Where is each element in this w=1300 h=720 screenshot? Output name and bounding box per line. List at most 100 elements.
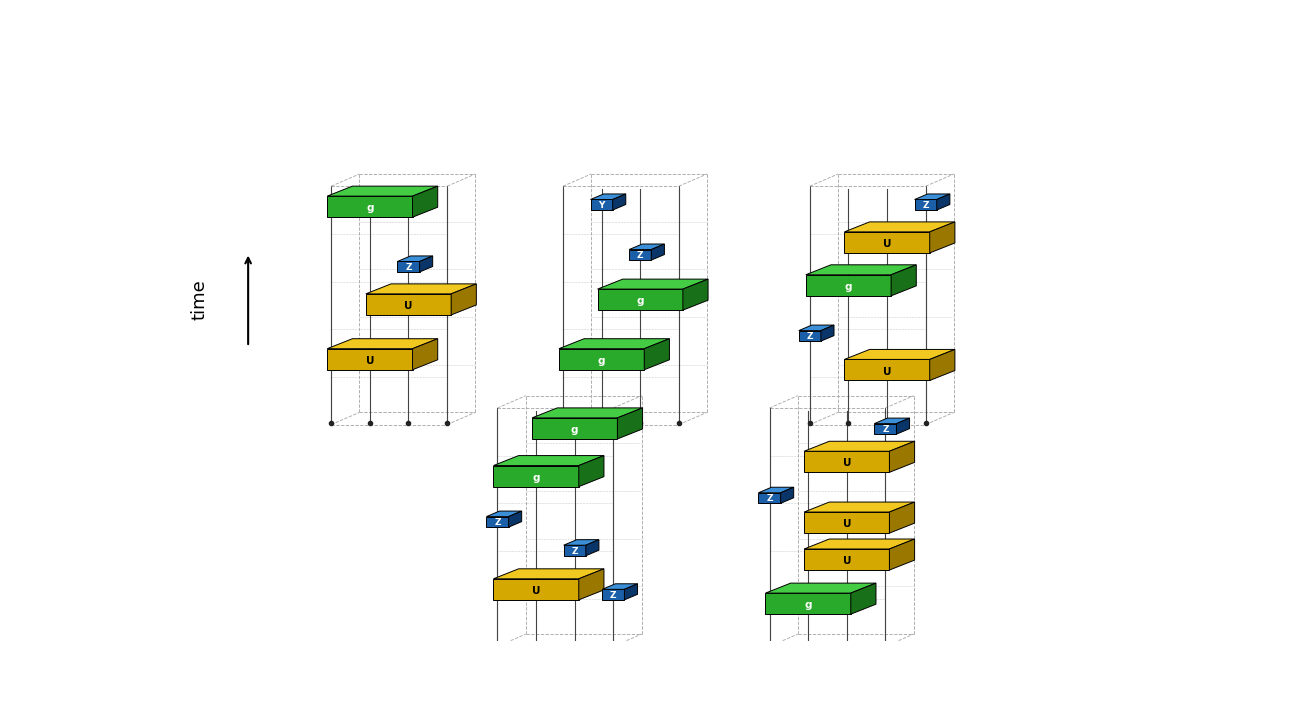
Polygon shape [805, 549, 889, 570]
Polygon shape [806, 275, 891, 296]
Polygon shape [590, 194, 625, 199]
Polygon shape [559, 338, 670, 348]
Polygon shape [645, 338, 670, 370]
Polygon shape [486, 511, 521, 517]
Polygon shape [930, 222, 956, 253]
Polygon shape [758, 487, 794, 492]
Text: Z: Z [637, 251, 644, 260]
Polygon shape [805, 502, 915, 512]
Polygon shape [508, 511, 521, 527]
Polygon shape [598, 279, 708, 289]
Text: g: g [598, 356, 606, 366]
Polygon shape [564, 540, 599, 545]
Polygon shape [365, 284, 476, 294]
Polygon shape [798, 330, 820, 341]
Polygon shape [850, 583, 876, 614]
Polygon shape [559, 348, 645, 370]
Text: Z: Z [766, 495, 772, 503]
Text: U: U [842, 557, 852, 566]
Text: U: U [532, 586, 541, 596]
Polygon shape [805, 512, 889, 533]
Polygon shape [897, 418, 910, 434]
Polygon shape [420, 256, 433, 272]
Polygon shape [758, 492, 780, 503]
Text: g: g [637, 297, 644, 306]
Polygon shape [494, 466, 578, 487]
Text: Y: Y [598, 201, 604, 210]
Polygon shape [875, 423, 897, 434]
Polygon shape [602, 590, 624, 600]
Polygon shape [365, 294, 451, 315]
Text: U: U [842, 459, 852, 469]
Polygon shape [845, 222, 956, 232]
Polygon shape [494, 569, 604, 579]
Text: Z: Z [923, 201, 930, 210]
Polygon shape [328, 338, 438, 348]
Text: Z: Z [494, 518, 500, 527]
Text: Z: Z [806, 332, 812, 341]
Polygon shape [328, 196, 412, 217]
Polygon shape [532, 418, 617, 439]
Polygon shape [889, 441, 915, 472]
Polygon shape [564, 545, 586, 556]
Polygon shape [651, 244, 664, 260]
Polygon shape [915, 199, 937, 210]
Polygon shape [586, 540, 599, 556]
Text: U: U [883, 366, 892, 377]
Text: U: U [842, 519, 852, 529]
Polygon shape [412, 338, 438, 370]
Text: Z: Z [572, 546, 578, 556]
Polygon shape [590, 199, 612, 210]
Polygon shape [532, 408, 642, 418]
Polygon shape [805, 539, 915, 549]
Polygon shape [494, 579, 578, 600]
Text: U: U [883, 239, 892, 249]
Text: Z: Z [883, 426, 889, 434]
Polygon shape [780, 487, 794, 503]
Text: g: g [845, 282, 853, 292]
Text: time: time [191, 279, 209, 320]
Polygon shape [845, 349, 956, 359]
Text: Z: Z [610, 591, 616, 600]
Polygon shape [578, 456, 604, 487]
Polygon shape [889, 539, 915, 570]
Polygon shape [398, 256, 433, 261]
Polygon shape [612, 194, 625, 210]
Polygon shape [451, 284, 476, 315]
Polygon shape [398, 261, 420, 272]
Polygon shape [328, 348, 412, 370]
Polygon shape [891, 265, 916, 296]
Polygon shape [766, 583, 876, 593]
Polygon shape [629, 250, 651, 260]
Text: U: U [365, 356, 374, 366]
Polygon shape [806, 265, 916, 275]
Polygon shape [937, 194, 950, 210]
Polygon shape [412, 186, 438, 217]
Text: g: g [533, 473, 540, 483]
Text: Z: Z [406, 263, 412, 272]
Polygon shape [915, 194, 950, 199]
Polygon shape [889, 502, 915, 533]
Polygon shape [766, 593, 850, 614]
Polygon shape [845, 359, 929, 380]
Polygon shape [875, 418, 910, 423]
Polygon shape [682, 279, 708, 310]
Polygon shape [494, 456, 604, 466]
Polygon shape [820, 325, 835, 341]
Polygon shape [798, 325, 835, 330]
Text: g: g [571, 425, 578, 435]
Polygon shape [618, 408, 642, 439]
Polygon shape [328, 186, 438, 196]
Polygon shape [624, 584, 637, 600]
Polygon shape [805, 441, 915, 451]
Text: U: U [404, 301, 412, 311]
Text: g: g [805, 600, 812, 611]
Polygon shape [578, 569, 604, 600]
Polygon shape [486, 517, 508, 527]
Text: g: g [367, 203, 373, 213]
Polygon shape [602, 584, 637, 590]
Polygon shape [930, 349, 956, 380]
Polygon shape [805, 451, 889, 472]
Polygon shape [598, 289, 682, 310]
Polygon shape [845, 232, 929, 253]
